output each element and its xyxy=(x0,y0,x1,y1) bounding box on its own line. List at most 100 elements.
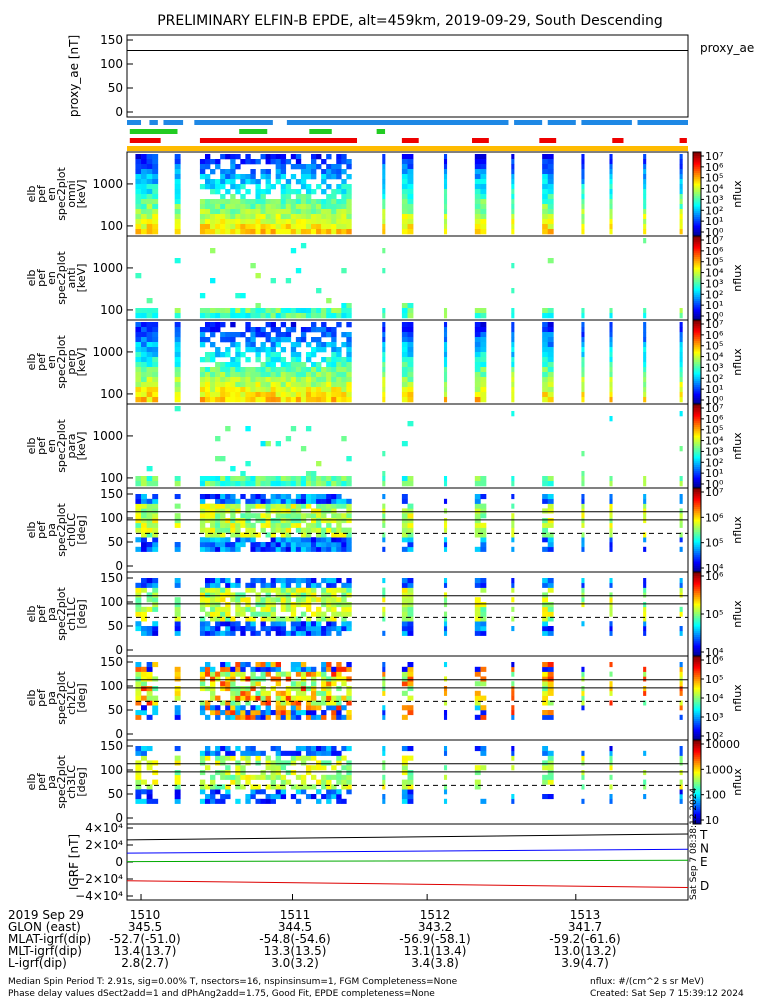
pitch-angle-cell xyxy=(382,794,386,800)
spectrogram-cell xyxy=(474,357,481,363)
spectrogram-cell xyxy=(643,313,647,319)
spectrogram-cell xyxy=(135,204,142,210)
spectrogram-cell xyxy=(547,377,554,383)
panel-ylabel-line: [deg] xyxy=(75,767,88,796)
pitch-angle-cell xyxy=(290,755,297,761)
spectrogram-cell xyxy=(336,481,342,487)
spectrogram-cell xyxy=(210,199,216,205)
spectrogram-cell xyxy=(275,313,282,319)
pitch-angle-cell xyxy=(220,666,226,672)
spectrogram-cell xyxy=(341,377,347,383)
spectrogram-cell xyxy=(300,397,307,403)
colorbar-cell xyxy=(693,765,701,768)
pitch-angle-cell xyxy=(295,537,302,543)
pitch-angle-cell xyxy=(331,578,337,584)
pitch-angle-cell xyxy=(511,503,515,509)
pitch-angle-cell xyxy=(609,527,613,533)
pitch-angle-cell xyxy=(225,686,231,692)
pitch-angle-cell xyxy=(336,779,342,785)
spectrogram-cell xyxy=(280,377,287,383)
spectrogram-cell xyxy=(480,347,487,353)
status-bar-red xyxy=(129,138,161,143)
spectrogram-cell xyxy=(382,268,386,274)
spectrogram-cell xyxy=(474,179,481,185)
spectrogram-cell xyxy=(265,214,271,220)
pitch-angle-cell xyxy=(542,630,549,636)
spectrogram-cell xyxy=(240,332,246,338)
pitch-angle-cell xyxy=(679,690,683,696)
spectrogram-cell xyxy=(199,159,206,165)
spectrogram-cell xyxy=(316,199,322,205)
spectrogram-cell xyxy=(290,164,297,170)
spectrogram-cell xyxy=(270,313,276,319)
pitch-angle-cell xyxy=(215,602,221,608)
pitch-angle-cell xyxy=(225,611,231,617)
spectrogram-cell xyxy=(443,164,448,170)
pitch-angle-cell xyxy=(245,503,251,509)
colorbar-cell xyxy=(693,599,701,602)
spectrogram-cell xyxy=(245,377,251,383)
spectrogram-cell xyxy=(382,159,386,165)
pitch-angle-cell xyxy=(290,760,297,766)
spectrogram-cell xyxy=(220,194,226,200)
pitch-angle-cell xyxy=(265,522,271,528)
spectrogram-cell xyxy=(199,214,206,220)
spectrogram-cell xyxy=(480,476,487,482)
spectrogram-cell xyxy=(511,392,515,398)
pitch-angle-cell xyxy=(265,592,271,598)
spectrogram-cell xyxy=(146,204,153,210)
spectrogram-cell xyxy=(135,159,142,165)
spectrogram-cell xyxy=(235,382,241,388)
pitch-angle-cell xyxy=(341,676,347,682)
pitch-angle-cell xyxy=(215,503,221,509)
spectrogram-tick-label: 1000 xyxy=(92,345,123,359)
pitch-angle-cell xyxy=(280,630,287,636)
spectrogram-cell xyxy=(341,204,347,210)
pitch-angle-cell xyxy=(250,582,256,588)
colorbar-cell xyxy=(693,244,701,247)
spectrogram-cell xyxy=(204,392,211,398)
pitch-angle-cell xyxy=(346,611,352,617)
spectrogram-cell xyxy=(331,214,337,220)
pitch-angle-cell xyxy=(321,700,327,706)
spectrogram-cell xyxy=(295,367,302,373)
pitch-angle-cell xyxy=(336,770,342,776)
spectrogram-cell xyxy=(295,209,302,215)
spectrogram-cell xyxy=(230,372,236,378)
spectrogram-tick-label: 1000 xyxy=(92,429,123,443)
pitch-angle-cell xyxy=(285,671,292,677)
spectrogram-cell xyxy=(275,481,282,487)
spectrogram-cell xyxy=(643,204,647,210)
pitch-angle-cell xyxy=(474,597,481,603)
pitch-angle-tick-label: 50 xyxy=(108,703,123,717)
colorbar-cell xyxy=(693,616,701,619)
spectrogram-cell xyxy=(204,174,211,180)
pitch-angle-cell xyxy=(265,662,271,668)
pitch-angle-cell xyxy=(316,508,322,514)
spectrogram-cell xyxy=(321,189,327,195)
pitch-angle-cell xyxy=(474,498,481,504)
pitch-angle-cell xyxy=(346,518,352,524)
spectrogram-cell xyxy=(547,169,554,175)
spectrogram-cell xyxy=(474,209,481,215)
spectrogram-cell xyxy=(407,481,414,487)
pitch-angle-cell xyxy=(382,578,386,584)
spectrogram-cell xyxy=(260,219,266,225)
pitch-angle-cell xyxy=(326,546,332,552)
colorbar-cell xyxy=(693,282,701,285)
spectrogram-cell xyxy=(265,229,271,235)
pitch-angle-cell xyxy=(474,714,481,720)
pitch-angle-cell xyxy=(240,522,246,528)
spectrogram-cell xyxy=(643,238,647,244)
colorbar-cell xyxy=(693,601,701,604)
pitch-angle-cell xyxy=(321,513,327,519)
colorbar-cell xyxy=(693,685,701,688)
colorbar-cell xyxy=(693,378,701,382)
spectrogram-cell xyxy=(235,476,241,482)
spectrogram-cell xyxy=(382,367,386,373)
pitch-angle-cell xyxy=(443,626,448,632)
spectrogram-cell xyxy=(346,164,352,170)
pitch-angle-cell xyxy=(260,621,266,627)
spectrogram-cell xyxy=(474,219,481,225)
spectrogram-cell xyxy=(305,189,312,195)
